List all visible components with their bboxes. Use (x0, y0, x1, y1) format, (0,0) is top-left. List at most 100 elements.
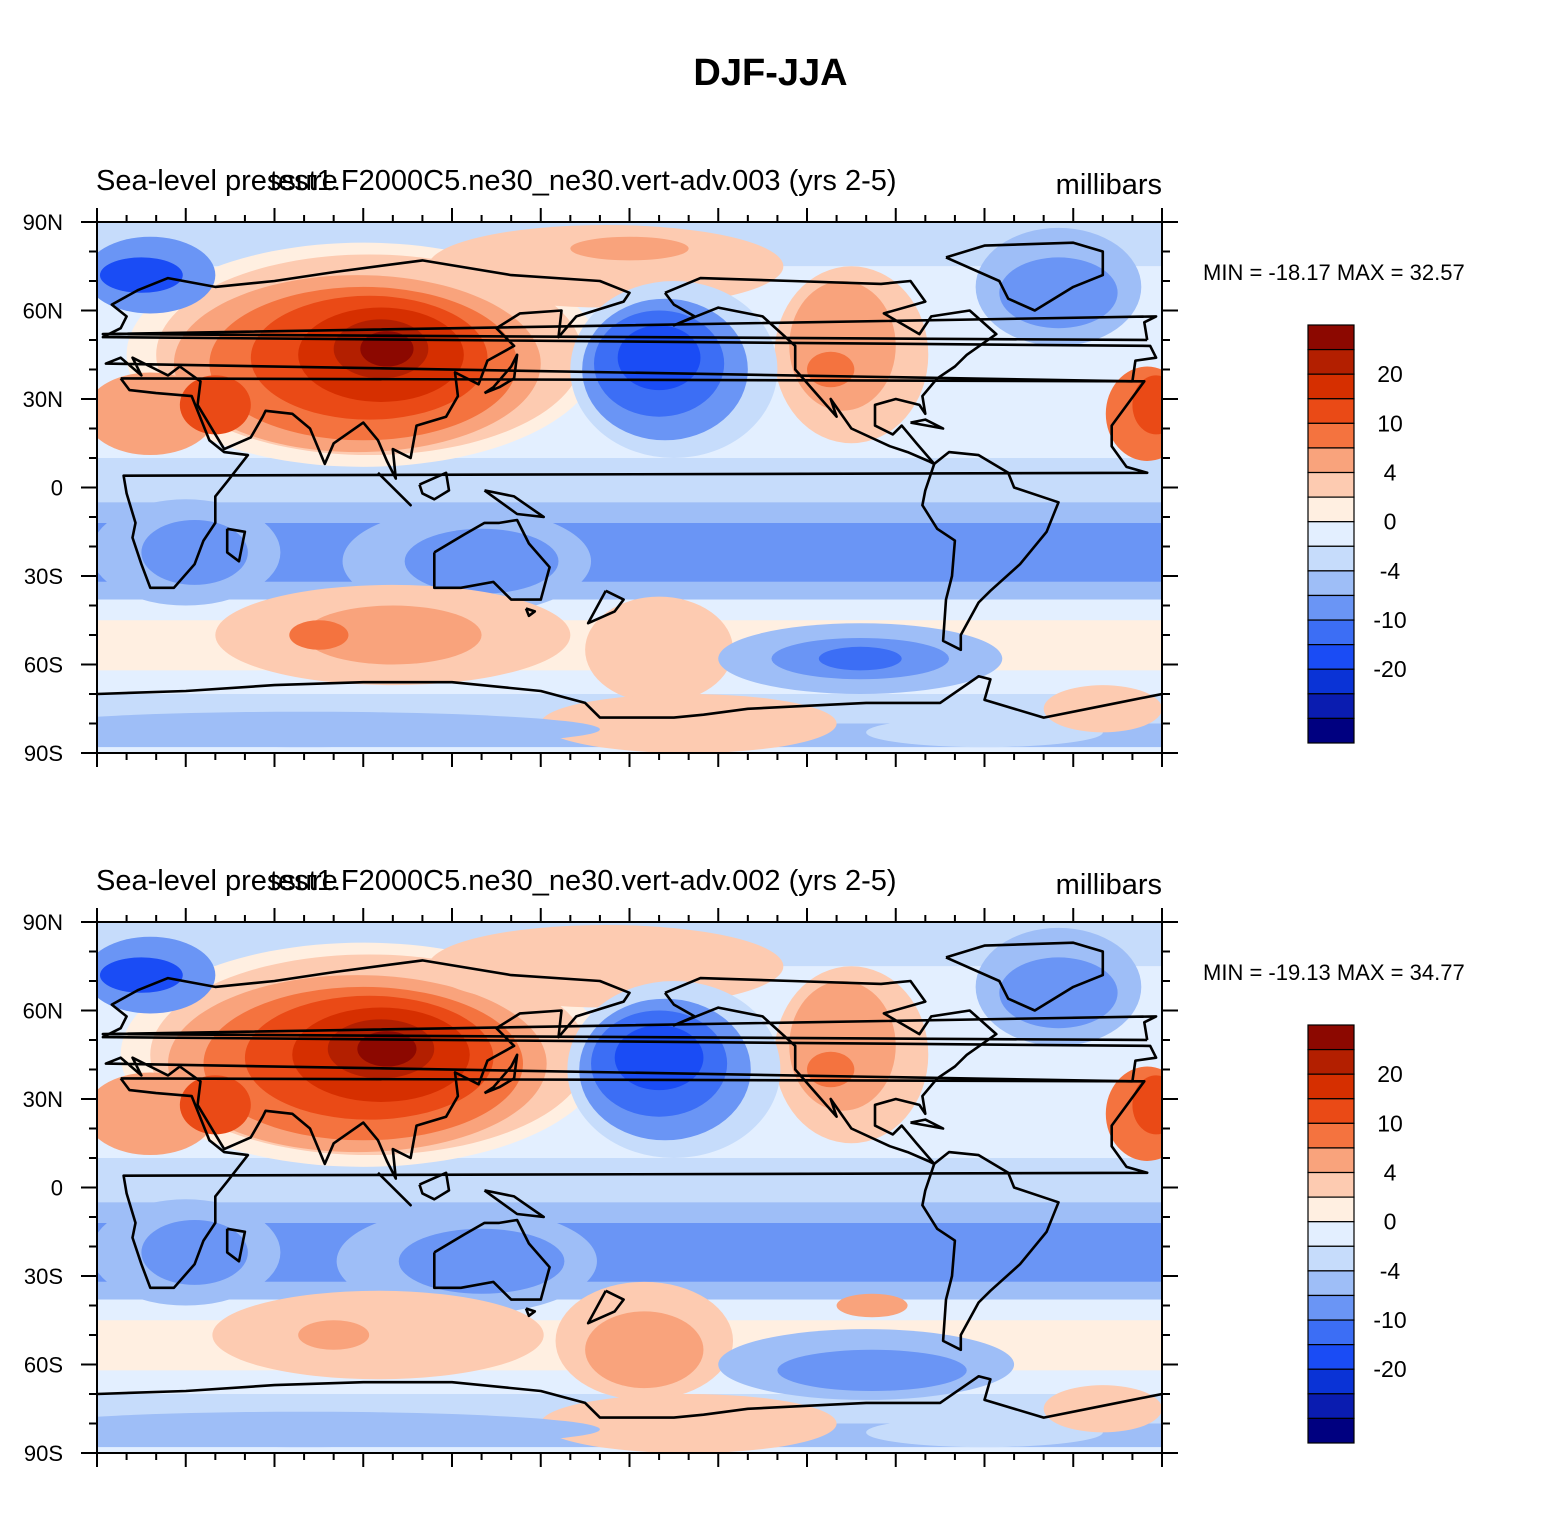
y-tick-label: 60N (23, 299, 63, 324)
colorbar-label: -10 (1373, 607, 1406, 633)
y-tick-label: 60S (24, 653, 63, 678)
y-tick-label: 0 (51, 476, 63, 501)
coastlines (97, 941, 1162, 1419)
anomaly-contour (789, 281, 896, 411)
coastline (119, 1077, 1149, 1290)
anomaly-contour (304, 605, 482, 665)
colorbar-box (1307, 644, 1355, 670)
axis-ticks (81, 908, 1178, 1467)
colorbar-box (1307, 398, 1355, 424)
units-label: millibars (1056, 169, 1162, 201)
map-panel-top: 030E60E90E120E150E180150W120W90W60W30W09… (0, 0, 1541, 767)
lat-band (97, 1158, 1162, 1203)
colorbar-box (1307, 1245, 1355, 1272)
colorbar-label: -20 (1373, 656, 1406, 682)
colorbar-label: 4 (1384, 1160, 1397, 1186)
coastline (483, 353, 519, 395)
colorbar-box (1307, 1319, 1355, 1346)
coastline (225, 1227, 247, 1263)
colorbar-box (1307, 693, 1355, 720)
anomaly-contour (789, 981, 896, 1111)
anomaly-contour (141, 1219, 248, 1285)
colorbar-box (1307, 1294, 1355, 1321)
coastline (433, 518, 551, 601)
coastline (921, 1150, 1060, 1352)
coastline (119, 377, 1149, 590)
colorbar-label: 10 (1377, 410, 1403, 436)
coastline (921, 450, 1060, 652)
colorbar-label: 4 (1384, 460, 1397, 486)
coastline (910, 418, 945, 430)
coastline (910, 1118, 945, 1130)
colorbar-label: -10 (1373, 1307, 1406, 1333)
anomaly-contour (1132, 1075, 1162, 1135)
anomaly-contour (836, 1293, 908, 1318)
center-title: test1.F2000C5.ne30_ne30.vert-adv.002 (yr… (270, 865, 897, 897)
colorbar: 20 10 4 0 -4 -10 -20 (1307, 324, 1407, 744)
y-tick-label: 30N (23, 1087, 63, 1112)
colorbar-box (1307, 1417, 1355, 1444)
colorbar-box (1307, 619, 1355, 646)
colorbar-label: 10 (1377, 1110, 1403, 1136)
colorbar-label: -4 (1380, 558, 1401, 584)
slp-field (97, 922, 1162, 1453)
lat-band (97, 458, 1162, 503)
colorbar-box (1307, 521, 1355, 547)
anomaly-contour (428, 224, 784, 308)
anomaly-contour (818, 646, 902, 671)
coastline (483, 1189, 545, 1219)
anomaly-contour (398, 1228, 565, 1294)
colorbar-box (1307, 1221, 1355, 1247)
colorbar-box (1307, 496, 1355, 523)
y-tick-label: 60N (23, 999, 63, 1024)
y-tick-label: 0 (51, 1176, 63, 1201)
coastline (97, 680, 630, 719)
y-tick-label: 90N (23, 910, 63, 935)
colorbar-box (1307, 1171, 1355, 1198)
coastline (483, 489, 545, 519)
coastlines (97, 241, 1162, 719)
colorbar-box (1307, 373, 1355, 400)
colorbar-box (1307, 471, 1355, 498)
left-title: Sea-level pressure (96, 165, 338, 197)
colorbar-box (1307, 1270, 1355, 1297)
anomaly-contour (289, 620, 349, 650)
coastline (629, 1375, 1162, 1419)
anomaly-contour (999, 257, 1118, 329)
colorbar-box (1307, 1393, 1355, 1420)
coastline (377, 1171, 412, 1207)
colorbar-box (1307, 717, 1355, 744)
anomaly-contour (1132, 375, 1162, 435)
coastline (945, 941, 1105, 1012)
anomaly-contour (99, 257, 183, 293)
colorbar-box (1307, 570, 1355, 597)
coastline (418, 471, 451, 501)
colorbar-box (1307, 348, 1355, 375)
coastline (433, 1218, 551, 1301)
y-tick-label: 30S (24, 1264, 63, 1289)
map-panel-bottom: 030E60E90E120E150E180150W120W90W60W30W09… (0, 700, 1541, 1467)
coastline (663, 276, 998, 466)
y-tick-label: 30S (24, 564, 63, 589)
coastline (483, 1053, 519, 1095)
anomaly-contour (179, 1075, 251, 1135)
lat-band (97, 1202, 1162, 1223)
coastline (101, 1015, 1158, 1042)
map-figure-top: 030E60E90E120E150E180150W120W90W60W30W09… (23, 165, 1465, 767)
units-label: millibars (1056, 869, 1162, 901)
colorbar-label: 0 (1384, 509, 1397, 535)
anomaly-contour (1043, 685, 1162, 733)
min-max-label: MIN = -19.13 MAX = 34.77 (1203, 960, 1465, 985)
colorbar-box (1307, 1073, 1355, 1100)
anomaly-contour (404, 528, 559, 594)
coastline (97, 1380, 630, 1419)
colorbar: 20 10 4 0 -4 -10 -20 (1307, 1024, 1407, 1444)
main-title: DJF-JJA (693, 52, 848, 94)
axis-ticks (81, 208, 1178, 767)
colorbar-box (1307, 1122, 1355, 1149)
y-tick-label: 90S (24, 741, 63, 766)
y-tick-label: 90N (23, 210, 63, 235)
colorbar-box (1307, 1147, 1355, 1174)
anomaly-contour (807, 1051, 855, 1088)
colorbar-box (1307, 447, 1355, 474)
